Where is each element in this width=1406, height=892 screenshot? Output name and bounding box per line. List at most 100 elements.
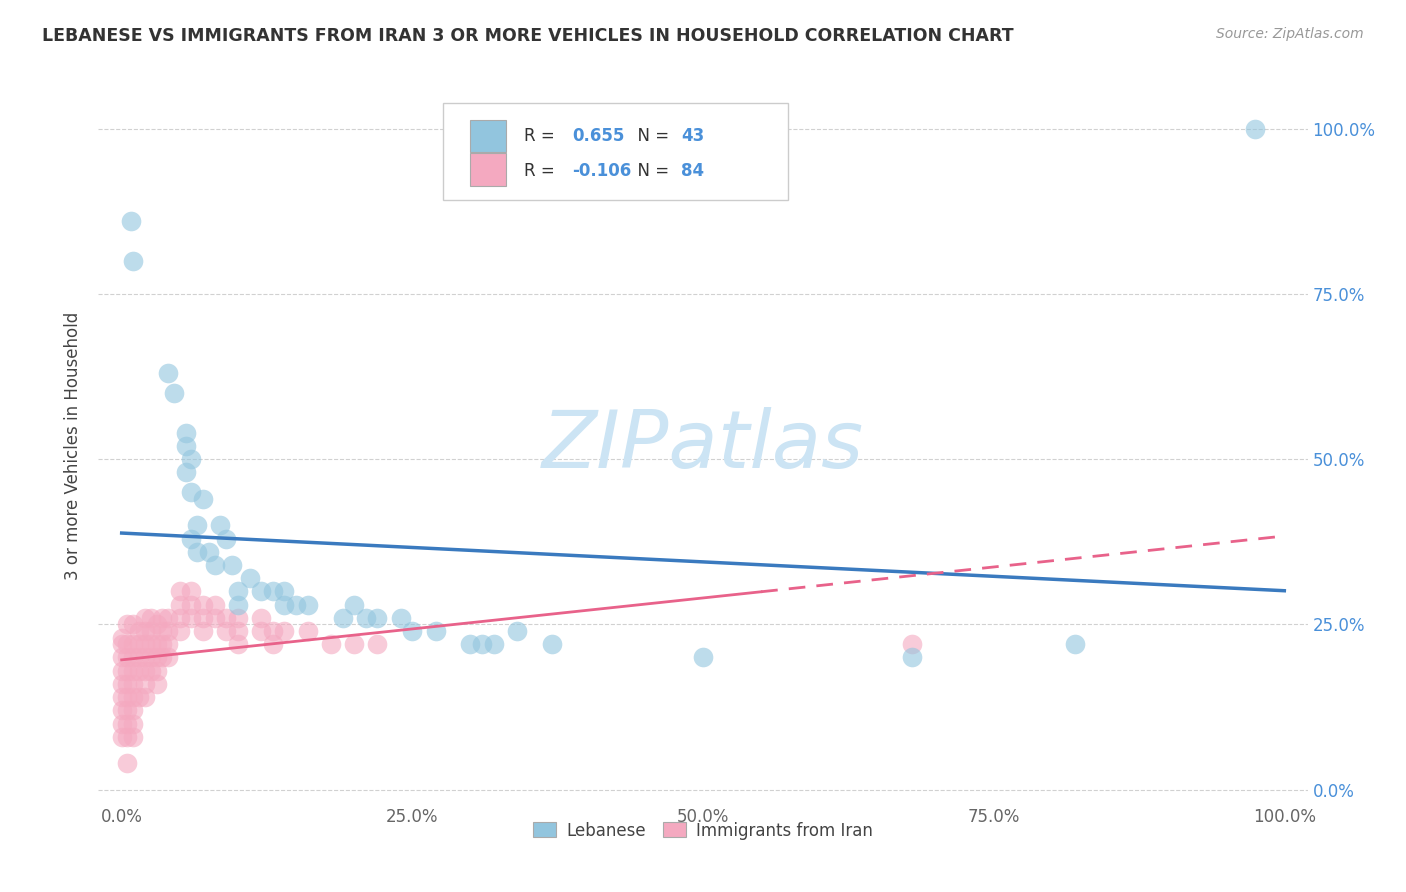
Text: 84: 84 <box>682 161 704 179</box>
Point <box>128 650 150 665</box>
Point <box>215 532 238 546</box>
Point <box>117 690 139 704</box>
Point <box>134 690 156 704</box>
Point <box>128 690 150 704</box>
Point <box>117 703 139 717</box>
Point <box>226 637 249 651</box>
Point <box>111 664 134 678</box>
Point <box>180 485 202 500</box>
Point <box>120 214 142 228</box>
Point <box>226 598 249 612</box>
Point <box>1064 637 1087 651</box>
Point <box>471 637 494 651</box>
Point <box>122 716 145 731</box>
Legend: Lebanese, Immigrants from Iran: Lebanese, Immigrants from Iran <box>524 814 882 848</box>
Point <box>122 730 145 744</box>
Point <box>134 677 156 691</box>
Point <box>157 624 180 638</box>
Point <box>117 730 139 744</box>
Point <box>139 650 162 665</box>
Point <box>198 545 221 559</box>
Point <box>145 650 167 665</box>
Point <box>221 558 243 572</box>
Point <box>122 254 145 268</box>
Point <box>250 624 273 638</box>
Point <box>111 690 134 704</box>
Point <box>262 584 284 599</box>
Point <box>134 624 156 638</box>
Point <box>111 703 134 717</box>
Point <box>901 650 924 665</box>
Point <box>150 650 173 665</box>
Point <box>122 617 145 632</box>
Point <box>332 611 354 625</box>
Point <box>117 664 139 678</box>
Point <box>117 716 139 731</box>
Point <box>122 703 145 717</box>
Point <box>150 624 173 638</box>
Point <box>215 624 238 638</box>
Point <box>111 631 134 645</box>
Point <box>366 637 388 651</box>
Point <box>389 611 412 625</box>
Point <box>128 624 150 638</box>
Point <box>139 611 162 625</box>
Text: R =: R = <box>524 128 560 145</box>
Point <box>273 624 295 638</box>
Point <box>139 624 162 638</box>
Point <box>174 439 197 453</box>
Text: N =: N = <box>627 128 675 145</box>
Point <box>250 584 273 599</box>
Point <box>226 624 249 638</box>
Point <box>122 664 145 678</box>
Point <box>226 611 249 625</box>
Point <box>186 545 208 559</box>
Point <box>191 598 214 612</box>
Point <box>117 650 139 665</box>
Point <box>111 637 134 651</box>
Point <box>145 677 167 691</box>
Point <box>174 425 197 440</box>
Text: ZIPatlas: ZIPatlas <box>541 407 865 485</box>
Point <box>319 637 342 651</box>
Point <box>239 571 262 585</box>
Text: 0.655: 0.655 <box>572 128 624 145</box>
Point <box>134 664 156 678</box>
Point <box>366 611 388 625</box>
Point <box>145 637 167 651</box>
Point <box>285 598 308 612</box>
FancyBboxPatch shape <box>443 103 787 200</box>
Point <box>169 611 191 625</box>
Text: 43: 43 <box>682 128 704 145</box>
Point <box>122 637 145 651</box>
Point <box>157 611 180 625</box>
Point <box>354 611 377 625</box>
Point <box>191 624 214 638</box>
Point <box>145 664 167 678</box>
Point <box>401 624 423 638</box>
Point <box>180 584 202 599</box>
Text: N =: N = <box>627 161 675 179</box>
Point <box>150 637 173 651</box>
Point <box>180 532 202 546</box>
Y-axis label: 3 or more Vehicles in Household: 3 or more Vehicles in Household <box>65 312 83 580</box>
Point <box>117 677 139 691</box>
Point <box>1244 121 1267 136</box>
Point <box>273 584 295 599</box>
Point <box>174 466 197 480</box>
Point <box>901 637 924 651</box>
Point <box>425 624 447 638</box>
FancyBboxPatch shape <box>470 153 506 186</box>
Point <box>128 637 150 651</box>
Point <box>204 558 226 572</box>
Point <box>134 650 156 665</box>
Text: LEBANESE VS IMMIGRANTS FROM IRAN 3 OR MORE VEHICLES IN HOUSEHOLD CORRELATION CHA: LEBANESE VS IMMIGRANTS FROM IRAN 3 OR MO… <box>42 27 1014 45</box>
Point <box>169 624 191 638</box>
Point <box>169 584 191 599</box>
Text: Source: ZipAtlas.com: Source: ZipAtlas.com <box>1216 27 1364 41</box>
Point <box>250 611 273 625</box>
Point <box>111 730 134 744</box>
Point <box>157 367 180 381</box>
Point <box>297 624 319 638</box>
Point <box>117 756 139 771</box>
